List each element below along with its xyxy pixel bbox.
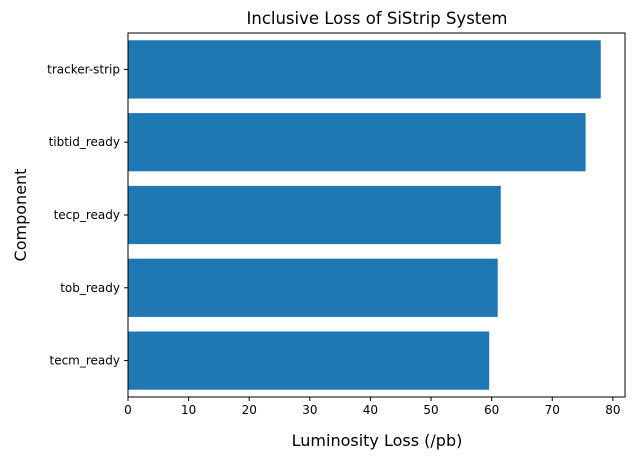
x-tick-label: 50 [423, 403, 438, 417]
y-tick-label: tob_ready [60, 281, 120, 295]
x-tick-label: 20 [242, 403, 257, 417]
y-axis-label: Component [11, 169, 30, 262]
x-tick-label: 40 [363, 403, 378, 417]
y-tick-label: tibtid_ready [49, 135, 120, 149]
bar-tibtid_ready [128, 113, 586, 172]
x-tick-label: 10 [181, 403, 196, 417]
y-tick-label: tracker-strip [47, 62, 120, 76]
bar-tecm_ready [128, 331, 490, 390]
chart-title: Inclusive Loss of SiStrip System [247, 9, 508, 28]
x-tick-label: 0 [124, 403, 132, 417]
bar-tracker-strip [128, 40, 601, 99]
y-ticks-layer: tracker-strip tibtid_ready tecp_ready tob_r… [47, 62, 128, 368]
bars-layer [128, 40, 601, 390]
y-tick-label: tecp_ready [54, 208, 120, 222]
x-ticks-layer: 0 10 20 30 40 50 60 70 80 [124, 397, 621, 417]
bar-tecp_ready [128, 185, 501, 245]
x-tick-label: 30 [302, 403, 317, 417]
x-axis-label: Luminosity Loss (/pb) [292, 431, 463, 450]
x-tick-label: 80 [605, 403, 620, 417]
x-tick-label: 70 [545, 403, 560, 417]
y-tick-label: tecm_ready [50, 354, 121, 368]
x-tick-label: 60 [484, 403, 499, 417]
bar-tob_ready [128, 258, 498, 317]
